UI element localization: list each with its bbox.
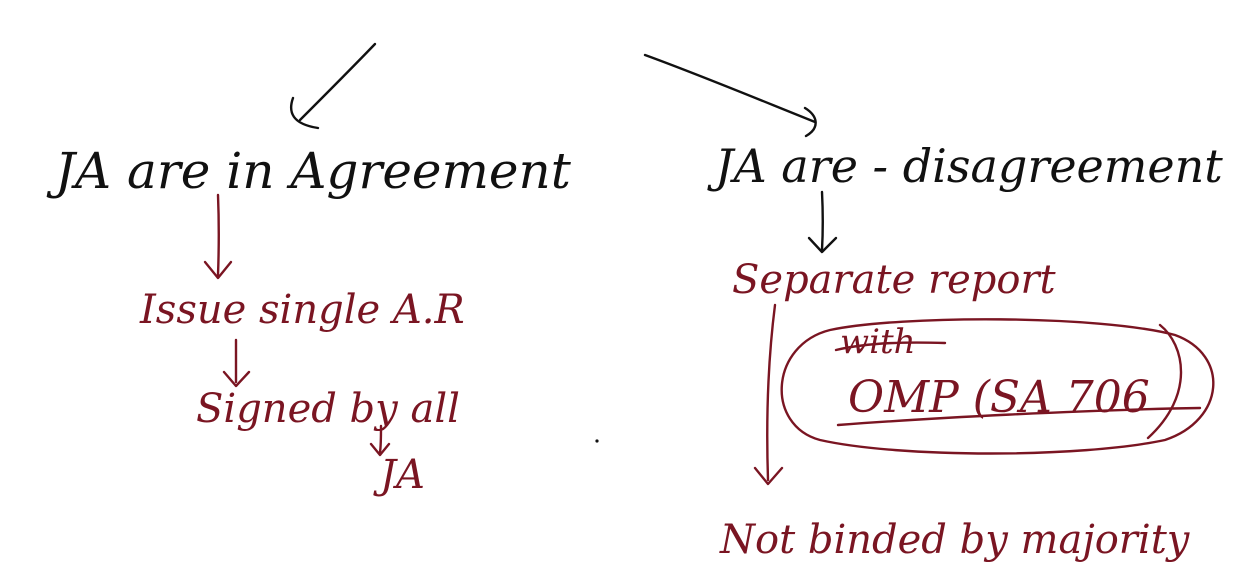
right-arrow-1 (807, 190, 838, 254)
emphasis-oval (780, 318, 1215, 455)
left-step2-line2: JA (373, 452, 425, 498)
left-arrow-1 (203, 193, 233, 280)
right-step1-text: Separate report (732, 257, 1057, 303)
right-step2-text: Not binded by majority (719, 517, 1191, 563)
left-heading: JA are in Agreement (46, 142, 572, 200)
right-top-arrow (643, 53, 817, 138)
left-arrow-3 (369, 424, 391, 457)
right-arrow-2 (753, 303, 784, 486)
left-top-arrow (289, 42, 377, 130)
left-step1-text: Issue single A.R (139, 287, 465, 333)
left-arrow-2 (222, 338, 251, 388)
oval-line2-underline (836, 406, 1202, 427)
right-heading: JA are - disagreement (707, 139, 1223, 193)
stray-dot (595, 439, 599, 443)
left-step2-line1: Signed by all (196, 386, 460, 432)
oval-line1-strike (834, 341, 947, 352)
